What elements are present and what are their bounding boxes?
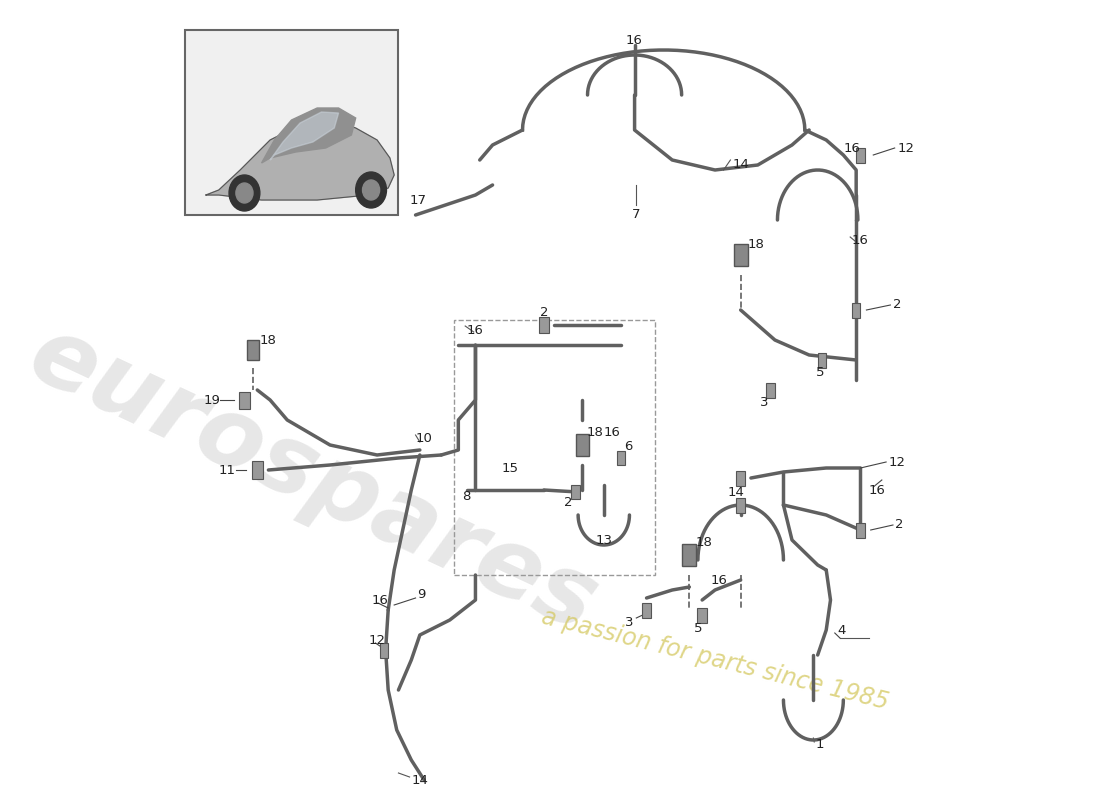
Bar [682, 544, 696, 566]
Bar [539, 317, 549, 333]
Bar [379, 642, 388, 658]
Bar [734, 244, 748, 266]
Text: a passion for parts since 1985: a passion for parts since 1985 [539, 605, 891, 715]
Text: 15: 15 [502, 462, 518, 474]
Bar [817, 353, 826, 367]
Circle shape [229, 175, 260, 211]
Bar [856, 147, 865, 162]
Text: 14: 14 [728, 486, 745, 498]
Text: 2: 2 [894, 518, 903, 531]
Bar [252, 461, 263, 479]
Bar [240, 391, 250, 409]
Circle shape [355, 172, 386, 208]
Text: 18: 18 [695, 537, 712, 550]
Polygon shape [262, 108, 355, 163]
Bar [248, 340, 258, 360]
Text: 14: 14 [411, 774, 428, 786]
Text: 17: 17 [409, 194, 427, 206]
Text: 19: 19 [204, 394, 220, 406]
Text: 16: 16 [604, 426, 620, 438]
Circle shape [363, 180, 379, 200]
Text: 14: 14 [733, 158, 749, 171]
Text: 16: 16 [869, 483, 886, 497]
Bar [571, 485, 580, 499]
Text: 7: 7 [632, 209, 640, 222]
Circle shape [235, 183, 253, 203]
Text: 4: 4 [837, 623, 846, 637]
Text: 18: 18 [260, 334, 277, 346]
Text: 12: 12 [889, 455, 905, 469]
Bar [617, 451, 625, 465]
Text: 2: 2 [540, 306, 548, 319]
Text: 9: 9 [417, 589, 426, 602]
Text: 16: 16 [844, 142, 860, 154]
Text: 8: 8 [463, 490, 471, 503]
Text: 12: 12 [898, 142, 914, 154]
Text: 16: 16 [371, 594, 388, 606]
Text: 5: 5 [694, 622, 702, 634]
Text: 18: 18 [586, 426, 604, 438]
Text: 3: 3 [625, 615, 634, 629]
Text: 2: 2 [564, 495, 573, 509]
Polygon shape [271, 112, 339, 160]
Text: 18: 18 [748, 238, 764, 251]
Bar [851, 302, 860, 318]
Text: 3: 3 [760, 397, 769, 410]
Bar [697, 607, 707, 622]
Bar [185, 30, 398, 215]
Text: 16: 16 [851, 234, 869, 246]
Text: 16: 16 [711, 574, 727, 586]
Text: 1: 1 [816, 738, 825, 751]
Bar [736, 498, 745, 513]
Text: 11: 11 [219, 463, 235, 477]
Bar [856, 522, 865, 538]
Polygon shape [206, 120, 394, 200]
Bar [736, 470, 745, 486]
Bar [575, 434, 590, 456]
Text: 16: 16 [625, 34, 642, 46]
Text: 6: 6 [625, 439, 632, 453]
Text: 2: 2 [893, 298, 902, 311]
Bar [642, 602, 651, 618]
Bar [454, 320, 656, 575]
Bar [767, 382, 774, 398]
Text: 16: 16 [466, 323, 484, 337]
Text: 12: 12 [368, 634, 385, 646]
Text: 10: 10 [416, 431, 432, 445]
Text: 5: 5 [816, 366, 825, 379]
Text: eurospares: eurospares [14, 308, 612, 652]
Text: 13: 13 [595, 534, 613, 546]
